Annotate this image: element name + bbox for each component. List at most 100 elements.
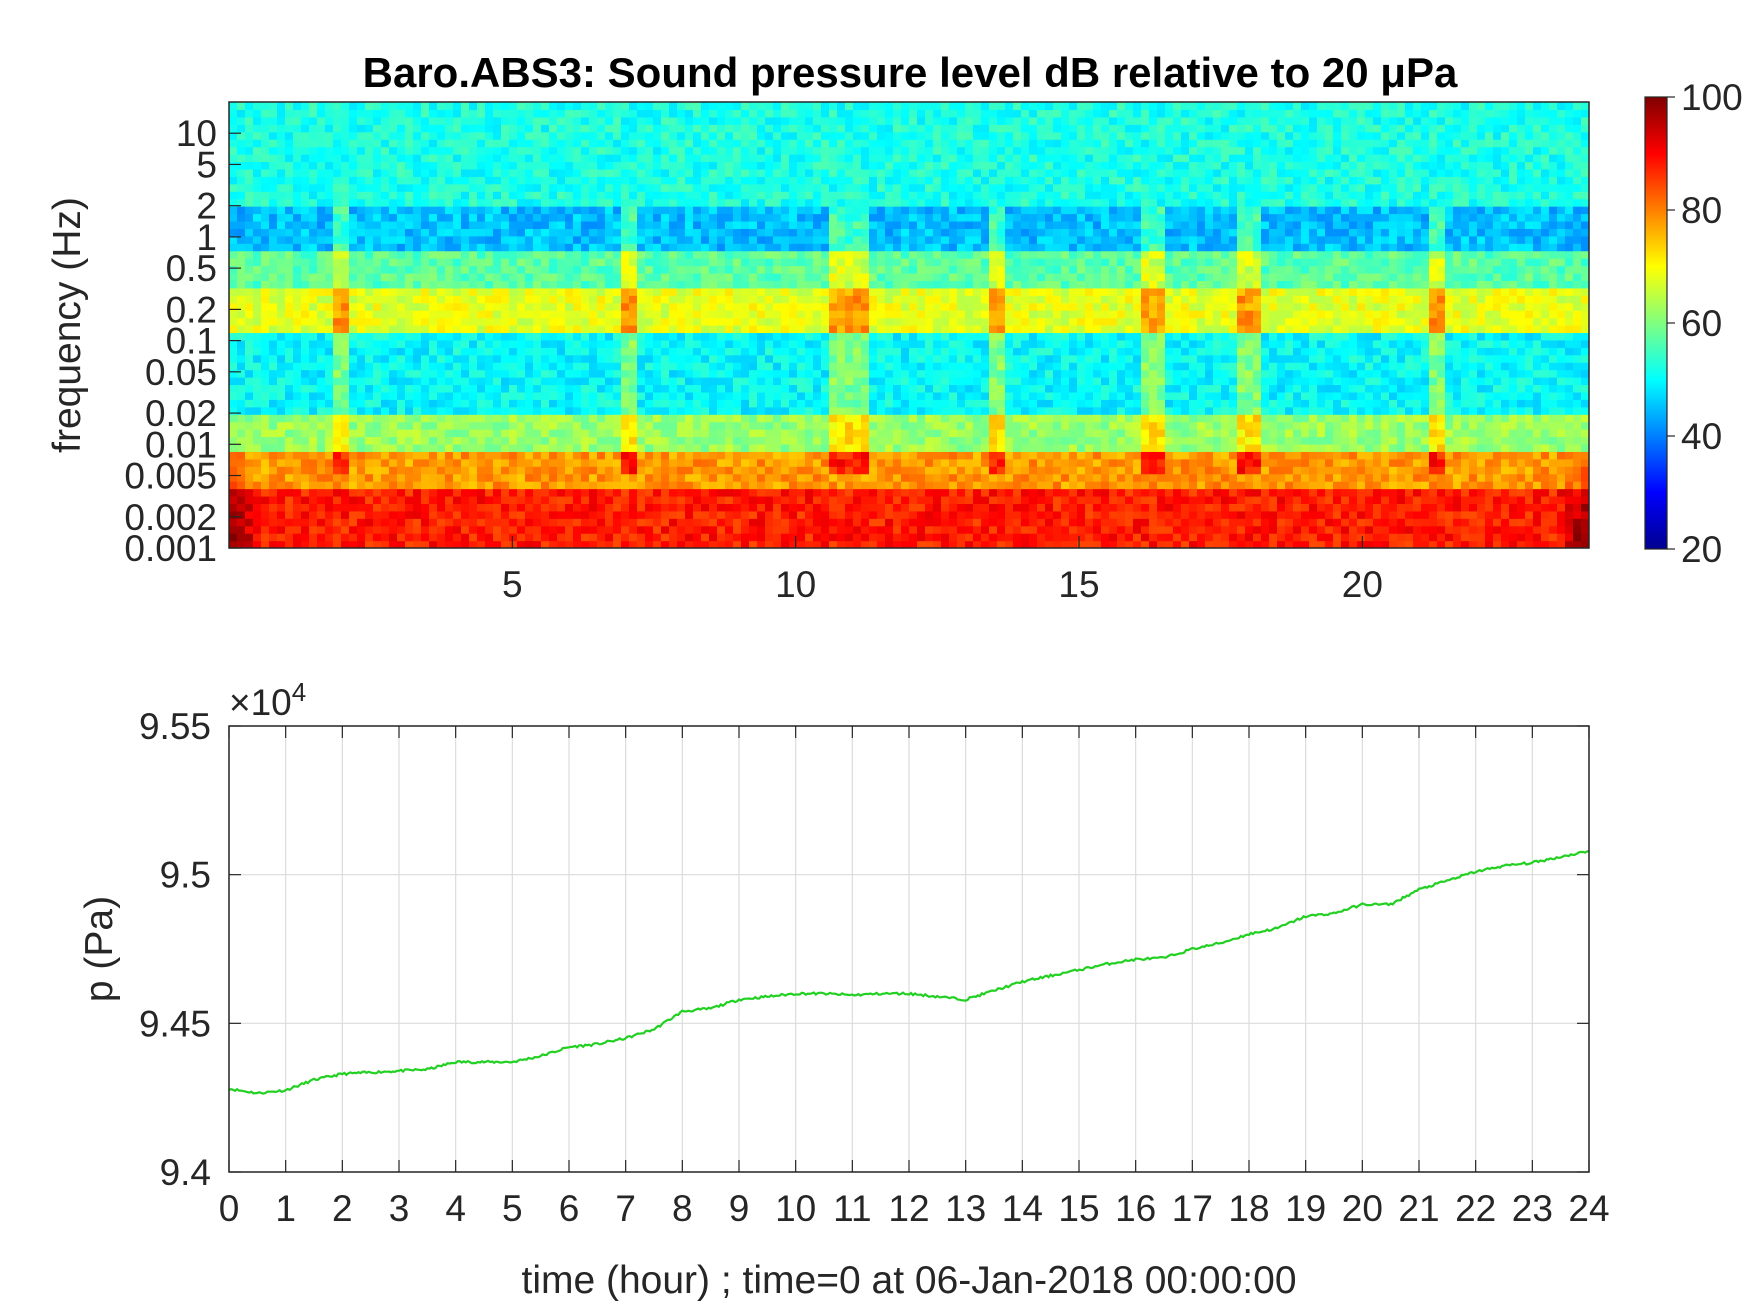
heatmap-cell bbox=[285, 473, 294, 482]
heatmap-cell bbox=[365, 310, 374, 319]
heatmap-cell bbox=[229, 220, 238, 229]
heatmap-cell bbox=[837, 176, 846, 185]
heatmap-cell bbox=[461, 325, 470, 334]
heatmap-cell bbox=[893, 458, 902, 467]
heatmap-cell bbox=[845, 206, 854, 215]
heatmap-cell bbox=[765, 235, 774, 244]
heatmap-cell bbox=[605, 384, 614, 393]
heatmap-cell bbox=[365, 443, 374, 452]
heatmap-cell bbox=[805, 443, 814, 452]
heatmap-cell bbox=[501, 317, 510, 326]
heatmap-cell bbox=[613, 406, 622, 415]
heatmap-cell bbox=[421, 258, 430, 267]
heatmap-cell bbox=[717, 280, 726, 289]
heatmap-cell bbox=[565, 399, 574, 408]
heatmap-cell bbox=[357, 102, 366, 111]
heatmap-cell bbox=[805, 525, 814, 534]
heatmap-cell bbox=[565, 131, 574, 140]
heatmap-cell bbox=[805, 220, 814, 229]
heatmap-cell bbox=[597, 183, 606, 192]
heatmap-cell bbox=[621, 191, 630, 200]
heatmap-cell bbox=[253, 146, 262, 155]
heatmap-cell bbox=[293, 116, 302, 125]
heatmap-cell bbox=[541, 451, 550, 460]
heatmap-cell bbox=[557, 421, 566, 430]
heatmap-cell bbox=[445, 540, 454, 548]
heatmap-cell bbox=[573, 310, 582, 319]
heatmap-cell bbox=[581, 176, 590, 185]
heatmap-cell bbox=[317, 377, 326, 386]
heatmap-cell bbox=[741, 310, 750, 319]
heatmap-cell bbox=[693, 518, 702, 527]
heatmap-cell bbox=[573, 272, 582, 281]
heatmap-cell bbox=[445, 429, 454, 438]
heatmap-cell bbox=[445, 503, 454, 512]
heatmap-cell bbox=[461, 220, 470, 229]
heatmap-cell bbox=[405, 317, 414, 326]
heatmap-cell bbox=[549, 310, 558, 319]
heatmap-cell bbox=[797, 109, 806, 118]
heatmap-cell bbox=[389, 503, 398, 512]
heatmap-cell bbox=[493, 258, 502, 267]
heatmap-cell bbox=[861, 102, 870, 111]
heatmap-cell bbox=[757, 436, 766, 445]
heatmap-cell bbox=[677, 399, 686, 408]
heatmap-cell bbox=[645, 146, 654, 155]
heatmap-cell bbox=[397, 272, 406, 281]
heatmap-cell bbox=[717, 429, 726, 438]
heatmap-cell bbox=[821, 191, 830, 200]
heatmap-cell bbox=[757, 116, 766, 125]
heatmap-cell bbox=[749, 451, 758, 460]
heatmap-cell bbox=[861, 265, 870, 274]
heatmap-cell bbox=[349, 458, 358, 467]
heatmap-cell bbox=[397, 540, 406, 548]
heatmap-cell bbox=[581, 280, 590, 289]
heatmap-cell bbox=[581, 421, 590, 430]
heatmap-cell bbox=[685, 473, 694, 482]
heatmap-cell bbox=[853, 325, 862, 334]
heatmap-cell bbox=[237, 503, 246, 512]
heatmap-cell bbox=[341, 176, 350, 185]
heatmap-cell bbox=[869, 429, 878, 438]
heatmap-cell bbox=[517, 102, 526, 111]
heatmap-cell bbox=[349, 347, 358, 356]
heatmap-cell bbox=[365, 399, 374, 408]
heatmap-cell bbox=[861, 272, 870, 281]
heatmap-cell bbox=[421, 429, 430, 438]
heatmap-cell bbox=[341, 325, 350, 334]
heatmap-cell bbox=[509, 421, 518, 430]
heatmap-cell bbox=[461, 191, 470, 200]
heatmap-cell bbox=[813, 198, 822, 207]
heatmap-cell bbox=[653, 510, 662, 519]
heatmap-cell bbox=[533, 473, 542, 482]
heatmap-cell bbox=[813, 362, 822, 371]
heatmap-cell bbox=[469, 481, 478, 490]
heatmap-cell bbox=[525, 473, 534, 482]
heatmap-cell bbox=[285, 228, 294, 237]
heatmap-cell bbox=[237, 466, 246, 475]
heatmap-cell bbox=[597, 347, 606, 356]
heatmap-cell bbox=[309, 481, 318, 490]
heatmap-cell bbox=[733, 414, 742, 423]
heatmap-cell bbox=[509, 280, 518, 289]
heatmap-cell bbox=[461, 481, 470, 490]
heatmap-cell bbox=[605, 466, 614, 475]
heatmap-cell bbox=[789, 354, 798, 363]
heatmap-cell bbox=[869, 525, 878, 534]
heatmap-cell bbox=[741, 354, 750, 363]
heatmap-cell bbox=[677, 258, 686, 267]
heatmap-cell bbox=[357, 213, 366, 222]
heatmap-cell bbox=[445, 391, 454, 400]
heatmap-cell bbox=[533, 243, 542, 252]
heatmap-cell bbox=[485, 317, 494, 326]
heatmap-cell bbox=[421, 302, 430, 311]
heatmap-cell bbox=[237, 168, 246, 177]
heatmap-cell bbox=[813, 146, 822, 155]
heatmap-cell bbox=[557, 339, 566, 348]
heatmap-cell bbox=[661, 161, 670, 170]
heatmap-cell bbox=[261, 503, 270, 512]
heatmap-cell bbox=[429, 503, 438, 512]
heatmap-cell bbox=[829, 124, 838, 133]
heatmap-cell bbox=[621, 332, 630, 341]
heatmap-cell bbox=[557, 317, 566, 326]
